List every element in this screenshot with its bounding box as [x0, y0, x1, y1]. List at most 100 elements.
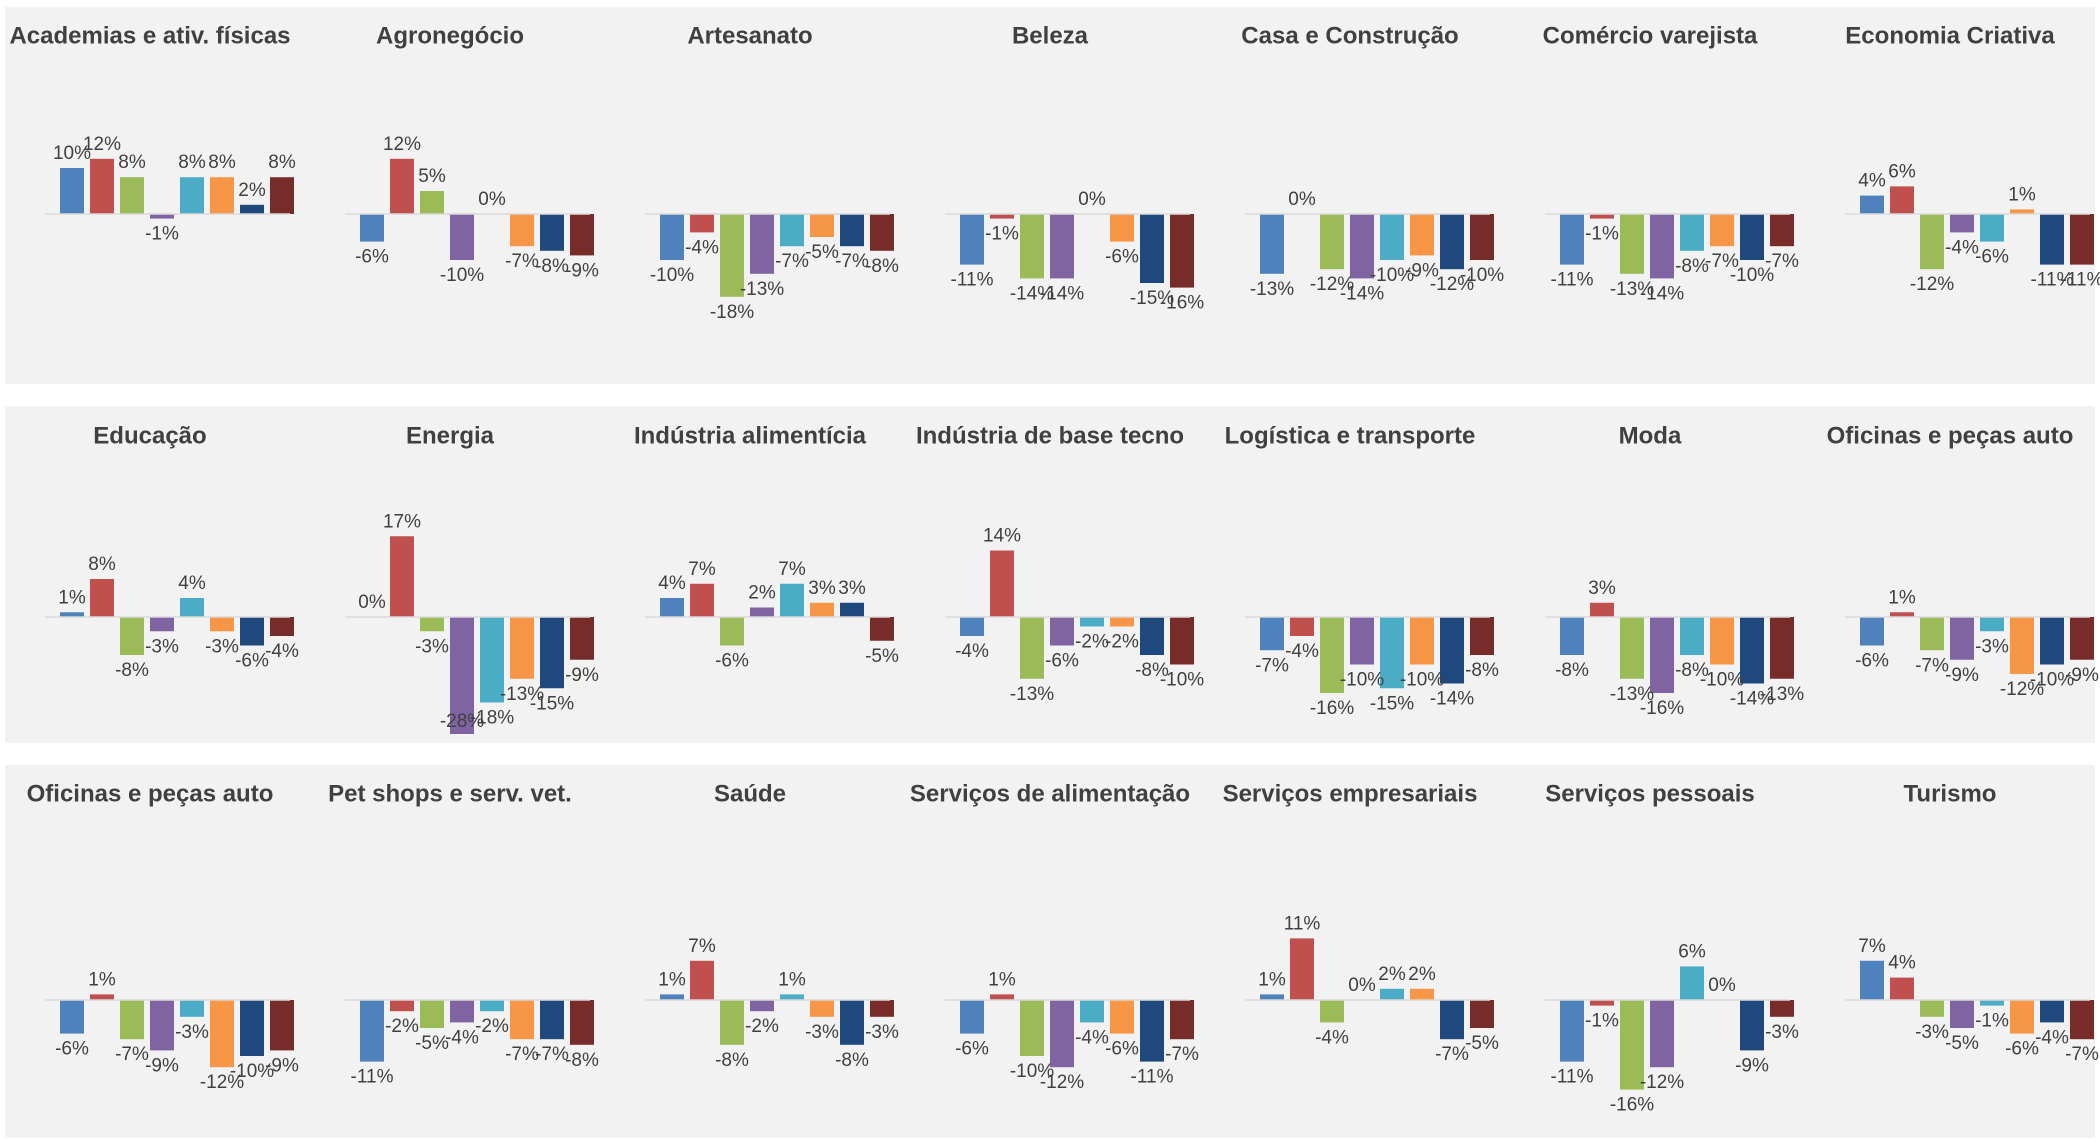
value-label: -12%	[200, 1072, 244, 1093]
value-label: 1%	[1258, 969, 1286, 990]
panel-bars	[660, 583, 894, 646]
bar	[1620, 617, 1644, 679]
panel-bars	[960, 550, 1194, 679]
value-label: -10%	[1730, 265, 1774, 286]
value-label: 10%	[53, 143, 91, 164]
bar	[1920, 214, 1944, 270]
bar	[1920, 1000, 1944, 1017]
value-label: 3%	[838, 578, 866, 599]
value-label: -10%	[1370, 265, 1414, 286]
bar	[1860, 617, 1884, 646]
bar	[570, 617, 594, 660]
bar	[360, 1000, 384, 1062]
bar	[540, 1000, 564, 1040]
bar	[570, 1000, 594, 1045]
value-label: -7%	[1705, 251, 1739, 272]
bar	[1770, 617, 1794, 679]
bar	[90, 579, 114, 617]
bar	[2010, 209, 2034, 214]
bar	[1470, 1000, 1494, 1028]
value-label: -3%	[145, 636, 179, 657]
bar	[690, 583, 714, 617]
bar	[810, 214, 834, 237]
value-label: -10%	[650, 265, 694, 286]
value-label: -16%	[1160, 293, 1204, 314]
value-label: 0%	[1288, 189, 1316, 210]
value-label: 6%	[1678, 941, 1706, 962]
panel-bars	[960, 994, 1194, 1068]
bar	[210, 1000, 234, 1068]
value-label: -4%	[1285, 641, 1319, 662]
bar	[150, 617, 174, 632]
value-label: -9%	[565, 665, 599, 686]
bar	[960, 214, 984, 265]
value-label: -13%	[1250, 279, 1294, 300]
value-label: 1%	[658, 969, 686, 990]
panel-bars	[1260, 214, 1494, 279]
value-label: 1%	[58, 587, 86, 608]
value-label: 1%	[1888, 587, 1916, 608]
panel-bars	[360, 158, 594, 260]
value-label: -10%	[440, 265, 484, 286]
bar	[1620, 214, 1644, 274]
bar	[1860, 195, 1884, 214]
bar	[1110, 617, 1134, 627]
value-label: -12%	[1310, 274, 1354, 295]
bar	[60, 168, 84, 214]
value-label: 12%	[383, 134, 421, 155]
bar	[150, 214, 174, 219]
value-label: 2%	[1408, 964, 1436, 985]
bar	[990, 214, 1014, 219]
value-label: 17%	[383, 511, 421, 532]
value-label: -8%	[1465, 660, 1499, 681]
bar	[240, 1000, 264, 1056]
panel-bars	[660, 960, 894, 1045]
bar	[1350, 617, 1374, 665]
bar	[2070, 617, 2094, 660]
value-label: -11%	[951, 270, 994, 291]
value-label: -9%	[145, 1055, 179, 1076]
bar	[660, 598, 684, 617]
value-label: -3%	[1975, 636, 2009, 657]
value-label: -6%	[1975, 247, 2009, 268]
value-label: 7%	[688, 936, 716, 957]
bar	[1020, 1000, 1044, 1056]
bar	[1380, 617, 1404, 689]
panel-bars	[1260, 938, 1494, 1040]
value-label: 2%	[238, 180, 266, 201]
value-label: -6%	[1105, 1039, 1139, 1060]
bar	[690, 214, 714, 233]
value-label: -13%	[740, 279, 784, 300]
bar	[780, 214, 804, 247]
bar	[180, 177, 204, 214]
bar	[990, 550, 1014, 617]
bar	[750, 607, 774, 617]
value-label: -9%	[1945, 665, 1979, 686]
bar	[1050, 214, 1074, 279]
bar	[1560, 1000, 1584, 1062]
value-label: 1%	[88, 969, 116, 990]
value-label: 3%	[808, 578, 836, 599]
bar	[1020, 617, 1044, 679]
bar	[1740, 617, 1764, 684]
value-label: -10%	[1400, 670, 1444, 691]
bar	[390, 158, 414, 214]
value-label: -5%	[865, 646, 899, 667]
bar	[750, 214, 774, 274]
bar	[960, 1000, 984, 1034]
bar	[720, 1000, 744, 1045]
value-label: -7%	[115, 1044, 149, 1065]
bar	[1080, 1000, 1104, 1023]
value-label: -14%	[1040, 283, 1084, 304]
value-label: -10%	[1160, 670, 1204, 691]
value-label: -10%	[1340, 670, 1384, 691]
value-label: -11%	[351, 1067, 394, 1088]
value-label: 0%	[478, 189, 506, 210]
panel-bars	[60, 158, 294, 219]
value-label: -8%	[835, 1050, 869, 1071]
bar	[2010, 617, 2034, 674]
value-label: -7%	[1765, 251, 1799, 272]
bar	[1140, 214, 1164, 283]
value-label: 4%	[1858, 171, 1886, 192]
